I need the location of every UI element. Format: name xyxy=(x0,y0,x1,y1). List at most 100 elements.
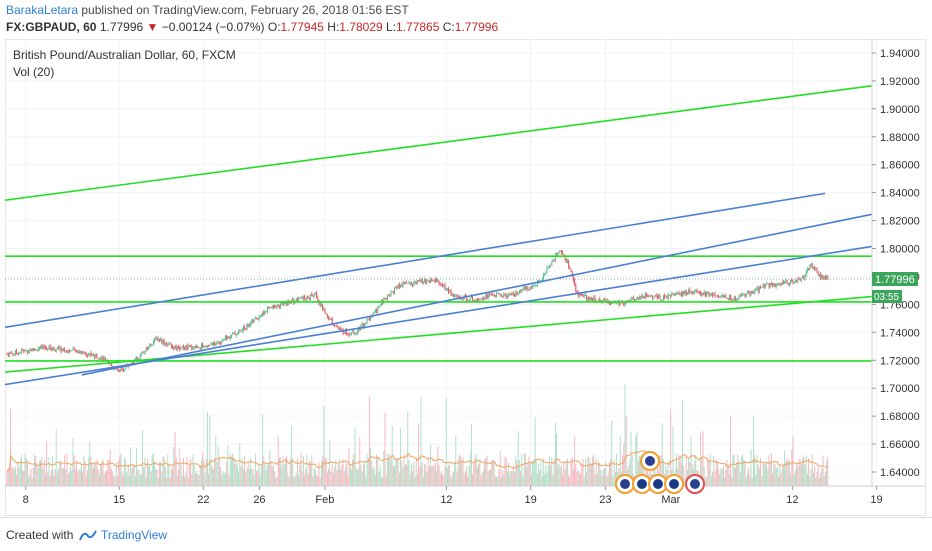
volume-bar xyxy=(12,466,14,486)
volume-bar xyxy=(497,476,499,486)
tradingview-logo-icon[interactable] xyxy=(79,528,97,542)
candle-body xyxy=(538,280,540,282)
tradingview-brand-link[interactable]: TradingView xyxy=(101,528,168,542)
volume-bar xyxy=(336,470,338,486)
volume-bar xyxy=(404,465,406,486)
volume-bar xyxy=(506,471,508,486)
candle-body xyxy=(450,290,452,295)
candle-body xyxy=(745,294,747,297)
candle-body xyxy=(641,296,643,298)
volume-bar xyxy=(203,460,205,486)
candle-body xyxy=(527,287,529,290)
volume-bar xyxy=(818,477,820,486)
volume-bar xyxy=(199,464,201,486)
candle-body xyxy=(36,350,38,352)
candle-body xyxy=(414,281,416,283)
footer-bar: Created with TradingView xyxy=(0,517,932,551)
candle-body xyxy=(366,319,368,324)
candle-body xyxy=(263,311,265,315)
volume-bar xyxy=(242,468,244,486)
au-flag-icon xyxy=(669,479,679,489)
volume-bar xyxy=(542,458,544,486)
candle-body xyxy=(480,298,482,300)
volume-bar xyxy=(10,408,12,486)
volume-bar xyxy=(566,458,568,486)
volume-bar xyxy=(624,383,626,486)
volume-bar xyxy=(730,416,732,486)
candle-body xyxy=(550,265,552,267)
blue-channel-upper-line[interactable] xyxy=(5,192,826,329)
volume-bar xyxy=(716,461,718,486)
candle-body xyxy=(29,349,31,352)
candle-body xyxy=(575,283,577,292)
candle-body xyxy=(132,362,134,365)
candle-body xyxy=(228,336,230,339)
high-label: H: xyxy=(327,20,340,34)
volume-bar xyxy=(604,468,606,486)
volume-bar xyxy=(420,396,422,486)
volume-bar xyxy=(175,456,177,486)
candle-body xyxy=(810,264,812,266)
volume-bar xyxy=(146,459,148,486)
candle-body xyxy=(472,296,474,301)
price-tick-label: 1.74000 xyxy=(880,327,920,339)
volume-bar xyxy=(714,471,716,486)
candle-body xyxy=(768,283,770,288)
price-chart[interactable]: 1.94000 1.92000 1.90000 1.88000 1.86000 1.840… xyxy=(5,39,926,516)
candle-body xyxy=(629,299,631,302)
volume-bar xyxy=(516,460,518,486)
candle-body xyxy=(94,354,96,358)
candle-body xyxy=(648,295,650,297)
candle-body xyxy=(764,284,766,288)
candle-body xyxy=(790,279,792,284)
candle-body xyxy=(674,294,676,296)
time-tick-label: 15 xyxy=(113,494,125,506)
candle-body xyxy=(725,295,727,298)
price-tick-label: 1.90000 xyxy=(880,104,920,116)
candle-body xyxy=(40,346,42,348)
candle-body xyxy=(654,295,656,297)
candle-body xyxy=(170,343,172,347)
volume-bar xyxy=(499,450,501,486)
volume-bar xyxy=(590,464,592,486)
volume-bar xyxy=(47,472,49,486)
candle-body xyxy=(22,350,24,352)
volume-bar xyxy=(594,474,596,486)
volume-bar xyxy=(808,458,810,486)
candle-body xyxy=(718,296,720,298)
volume-bar xyxy=(395,458,397,486)
volume-bar xyxy=(258,465,260,486)
candle-body xyxy=(380,301,382,306)
volume-bar xyxy=(216,461,218,486)
volume-bar xyxy=(768,455,770,486)
volume-bar xyxy=(682,400,684,486)
volume-bar xyxy=(44,474,46,486)
volume-bar xyxy=(28,477,30,486)
volume-bar xyxy=(554,422,556,486)
green-channel-lower-line[interactable] xyxy=(5,295,872,373)
trendlines-layer[interactable] xyxy=(5,85,873,386)
volume-bar xyxy=(545,465,547,486)
volume-bar xyxy=(128,475,130,486)
candle-body xyxy=(13,353,15,355)
candle-body xyxy=(569,266,571,270)
blue-channel-middle-line[interactable] xyxy=(81,213,873,376)
candle-body xyxy=(308,297,310,299)
volume-bar xyxy=(611,421,613,486)
candle-body xyxy=(119,370,121,372)
green-channel-upper-line[interactable] xyxy=(5,85,872,202)
author-link[interactable]: BarakaLetara xyxy=(6,3,79,17)
candle-body xyxy=(43,345,45,348)
volume-bar xyxy=(136,448,138,486)
volume-bar xyxy=(517,431,519,486)
candle-body xyxy=(46,347,48,350)
volume-bar xyxy=(550,465,552,486)
event-markers[interactable] xyxy=(615,451,705,494)
volume-bar xyxy=(150,471,152,486)
volume-bar xyxy=(319,476,321,486)
ohlc-line: FX:GBPAUD, 60 1.77996 ▼ −0.00124 (−0.07%… xyxy=(6,20,498,34)
candle-body xyxy=(793,282,795,284)
candle-body xyxy=(329,318,331,320)
volume-bar xyxy=(568,475,570,486)
time-axis[interactable]: 8 15 22 26 Feb 12 19 23 Mar 12 19 xyxy=(23,486,883,506)
